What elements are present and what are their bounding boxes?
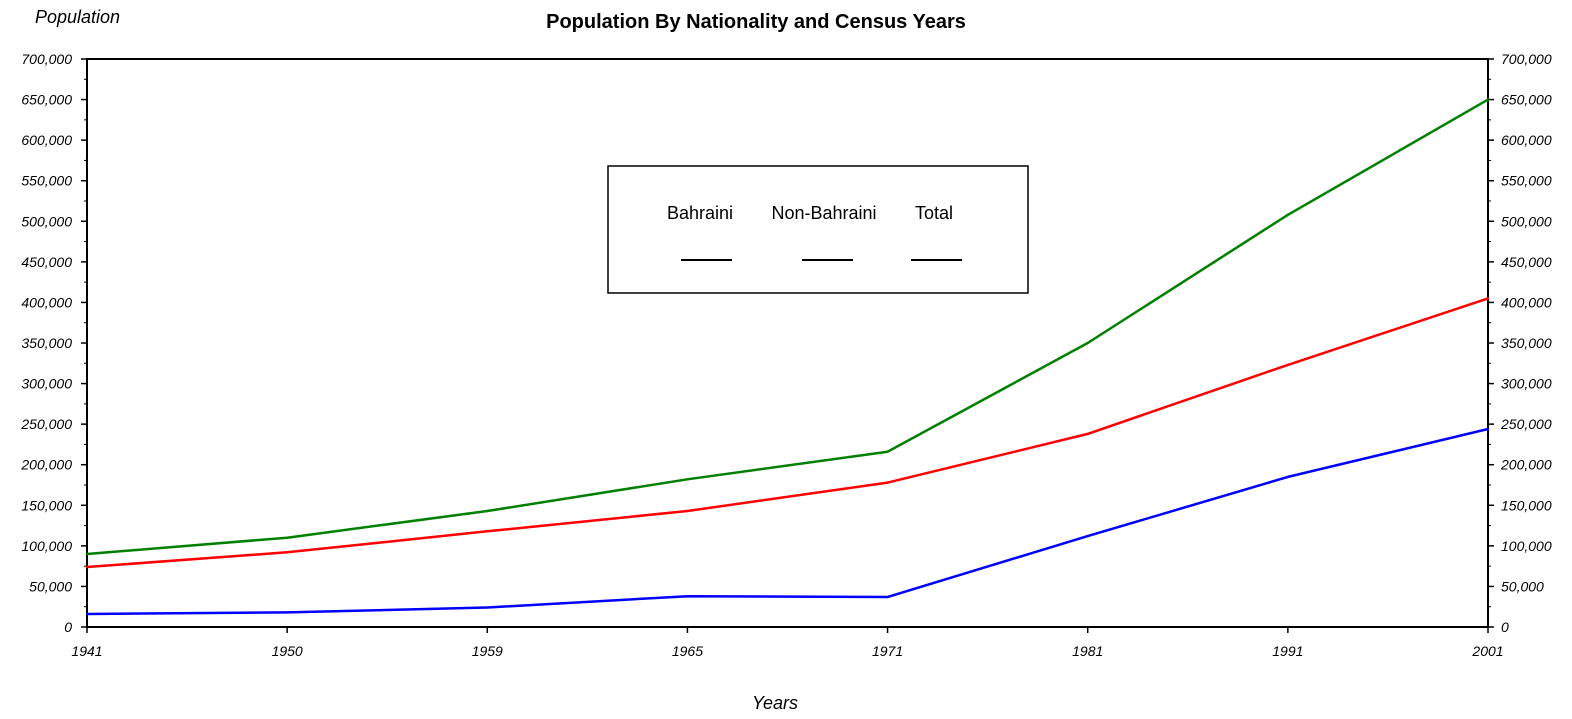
x-tick-label: 1959 (472, 643, 503, 659)
data-point-total (1486, 98, 1490, 101)
data-point-bahraini (285, 551, 289, 554)
x-tick-label: 1941 (71, 643, 102, 659)
series-lines (85, 98, 1490, 616)
legend: Bahraini Non-Bahraini Total (607, 165, 1029, 294)
y-tick-label-left: 200,000 (20, 457, 72, 473)
data-point-non-bahraini (1486, 427, 1490, 431)
y-tick-label-right: 450,000 (1501, 254, 1552, 270)
legend-label-total: Total (915, 203, 953, 223)
y-tick-label-right: 400,000 (1501, 294, 1552, 310)
y-tick-label-left: 250,000 (20, 416, 72, 432)
legend-label-non-bahraini: Non-Bahraini (771, 203, 876, 223)
legend-box (607, 165, 1029, 294)
y-tick-label-left: 650,000 (21, 92, 72, 108)
y-tick-label-left: 150,000 (21, 497, 72, 513)
y-tick-label-right: 300,000 (1501, 376, 1552, 392)
axis-ticks (81, 58, 1494, 633)
data-point-total (486, 509, 489, 513)
x-tick-label: 1965 (672, 643, 703, 659)
y-tick-label-right: 650,000 (1501, 92, 1552, 108)
y-tick-label-left: 500,000 (21, 213, 72, 229)
y-tick-label-right: 0 (1501, 619, 1509, 635)
y-tick-label-left: 700,000 (21, 51, 72, 67)
data-point-non-bahraini (486, 606, 489, 609)
data-point-non-bahraini (1086, 534, 1089, 538)
series-line-bahraini (86, 297, 1489, 569)
data-point-total (686, 478, 689, 481)
x-tick-label: 1991 (1272, 643, 1303, 659)
chart-title: Population By Nationality and Census Yea… (546, 11, 966, 33)
data-point-total (886, 450, 889, 453)
y-tick-label-left: 300,000 (21, 376, 72, 392)
plot-frame (86, 58, 1489, 628)
y-tick-label-left: 550,000 (21, 173, 72, 189)
y-tick-label-left: 50,000 (29, 578, 72, 594)
data-point-bahraini (1486, 297, 1490, 300)
y-tick-label-left: 100,000 (21, 538, 72, 554)
y-tick-label-right: 200,000 (1500, 457, 1552, 473)
legend-label-bahraini: Bahraini (667, 203, 733, 223)
y-tick-label-right: 550,000 (1501, 173, 1552, 189)
data-point-bahraini (886, 481, 889, 484)
data-point-bahraini (686, 509, 689, 513)
y-tick-label-left: 600,000 (21, 132, 72, 148)
x-axis-title: Years (752, 693, 798, 713)
y-tick-label-right: 150,000 (1501, 497, 1552, 513)
data-point-non-bahraini (1286, 475, 1290, 479)
y-tick-label-left: 0 (64, 619, 72, 635)
x-tick-label: 1950 (272, 643, 303, 659)
axis-tick-labels: 0 0 50,000 50,000 100,000 100,000 150,000 150,0… (20, 51, 1551, 659)
data-point-non-bahraini (285, 611, 289, 614)
data-point-bahraini (486, 530, 489, 533)
data-point-non-bahraini (686, 594, 689, 598)
data-point-non-bahraini (85, 612, 89, 616)
y-tick-label-right: 100,000 (1501, 538, 1552, 554)
data-point-total (285, 536, 289, 539)
y-axis-title: Population (35, 7, 120, 27)
y-tick-label-right: 600,000 (1501, 132, 1552, 148)
data-point-bahraini (1286, 363, 1290, 367)
y-tick-label-left: 450,000 (21, 254, 72, 270)
y-tick-label-right: 700,000 (1501, 51, 1552, 67)
data-point-total (1086, 341, 1089, 345)
y-tick-label-left: 350,000 (21, 335, 72, 351)
x-tick-label: 1971 (872, 643, 903, 659)
data-point-bahraini (1086, 432, 1089, 436)
y-tick-label-right: 250,000 (1500, 416, 1552, 432)
y-tick-label-right: 50,000 (1501, 578, 1544, 594)
x-tick-label: 1981 (1072, 643, 1103, 659)
series-line-non-bahraini (86, 427, 1489, 616)
y-tick-label-right: 350,000 (1501, 335, 1552, 351)
data-point-non-bahraini (886, 595, 889, 599)
data-point-bahraini (85, 565, 89, 569)
series-line-total (86, 98, 1489, 556)
data-point-total (85, 552, 89, 556)
y-tick-label-right: 500,000 (1501, 213, 1552, 229)
y-tick-label-left: 400,000 (21, 294, 72, 310)
x-tick-label: 2001 (1471, 643, 1503, 659)
data-point-total (1286, 213, 1290, 216)
